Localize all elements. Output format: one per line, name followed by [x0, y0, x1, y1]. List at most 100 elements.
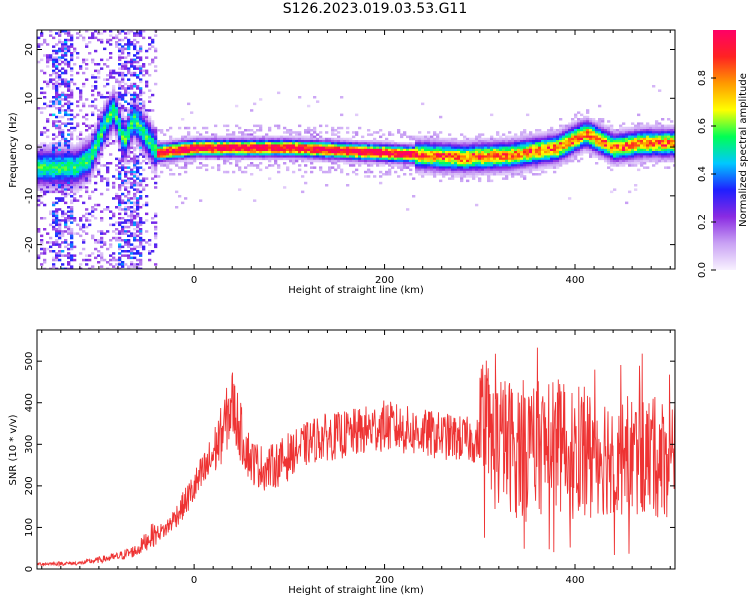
spectrogram-cell — [154, 214, 158, 218]
spectrogram-cell — [55, 43, 59, 46]
spectrogram-cell — [127, 102, 131, 106]
spectrogram-cell — [115, 236, 119, 240]
spectrogram-cell — [43, 144, 47, 147]
spectrogram-cell — [601, 118, 605, 121]
spectrogram-cell — [100, 236, 104, 240]
spectrogram-cell — [547, 146, 551, 150]
spectrogram-cell — [46, 120, 50, 123]
spectrogram-cell — [139, 148, 143, 152]
spectrogram-cell — [265, 135, 269, 139]
spectrogram-cell — [67, 256, 71, 260]
spectrogram-cell — [103, 109, 107, 112]
spectrogram-cell — [538, 168, 542, 172]
spectrogram-cell — [106, 247, 110, 251]
spectrogram-cell — [109, 239, 113, 242]
spectrogram-cell — [631, 151, 635, 154]
spectrogram-cell — [304, 129, 308, 132]
spectrogram-cell — [445, 137, 449, 141]
spectrogram-cell — [664, 148, 668, 152]
spectrogram-cell — [130, 43, 134, 46]
spectrogram-cell — [499, 135, 503, 139]
spectrogram-cell — [598, 126, 602, 130]
spectrogram-cell — [493, 144, 497, 147]
spectrogram-cell — [523, 133, 527, 136]
spectrogram-cell — [439, 164, 443, 167]
spectrogram-cell — [580, 113, 584, 117]
spectrogram-cell — [349, 153, 353, 156]
spectrogram-cell — [139, 140, 143, 143]
spectrogram-cell — [379, 170, 383, 174]
spectrogram-cell — [127, 250, 131, 253]
spectrogram-cell — [118, 58, 122, 62]
spectrogram-cell — [346, 155, 350, 158]
spectrogram-cell — [469, 166, 473, 169]
spectrogram-cell — [541, 148, 545, 152]
spectrogram-cell — [70, 184, 74, 187]
spectrogram-cell — [61, 162, 65, 165]
spectrogram-cell — [517, 173, 521, 176]
spectrogram-cell — [514, 148, 518, 152]
spectrogram-cell — [586, 144, 590, 147]
spectrogram-cell — [109, 129, 113, 132]
spectrogram-cell — [598, 151, 602, 154]
spectrogram-cell — [37, 184, 41, 187]
spectrogram-cell — [535, 133, 539, 136]
spectrogram-cell — [154, 164, 158, 167]
spectrogram-cell — [334, 159, 338, 163]
spectrogram-cell — [532, 159, 536, 163]
spectrogram-cell — [52, 137, 56, 141]
spectrogram-cell — [55, 52, 59, 55]
spectrogram-cell — [328, 151, 332, 154]
spectrogram-cell — [49, 74, 53, 77]
spectrogram-cell — [202, 144, 206, 147]
spectrogram-cell — [142, 65, 146, 68]
spectrogram-cell — [559, 142, 563, 145]
spectrogram-cell — [496, 173, 500, 176]
spectrogram-cell — [133, 100, 137, 103]
spectrogram-cell — [175, 151, 179, 154]
spectrogram-cell — [367, 151, 371, 154]
spectrogram-cell — [457, 173, 461, 176]
spectrogram-cell — [391, 153, 395, 156]
spectrogram-cell — [136, 131, 140, 134]
spectrogram-cell — [601, 153, 605, 156]
spectrogram-cell — [100, 239, 104, 242]
spectrogram-cell — [640, 146, 644, 150]
spectrogram-cell — [523, 148, 527, 152]
spectrogram-cell — [544, 155, 548, 158]
spectrogram-cell — [517, 170, 521, 174]
spectrogram-cell — [289, 159, 293, 163]
spectrogram-cell — [265, 142, 269, 145]
spectrogram-cell — [40, 188, 44, 191]
spectrogram-cell — [145, 162, 149, 165]
spectrogram-cell — [439, 142, 443, 145]
spectrogram-cell — [157, 155, 161, 158]
spectrogram-cell — [565, 140, 569, 143]
spectrogram-cell — [277, 151, 281, 154]
spectrogram-cell — [382, 173, 386, 176]
spectrogram-cell — [478, 155, 482, 158]
spectrogram-cell — [562, 155, 566, 158]
spectrogram-cell — [307, 140, 311, 143]
spectrogram-cell — [97, 261, 101, 264]
spectrogram-cell — [100, 135, 104, 139]
spectrogram-cell — [316, 157, 320, 161]
spectrogram-cell — [49, 80, 53, 84]
spectrogram-cell — [154, 148, 158, 152]
spectrogram-cell — [406, 159, 410, 163]
spectrogram-cell — [475, 144, 479, 147]
spectrogram-cell — [115, 104, 119, 108]
spectrogram-cell — [37, 60, 41, 64]
spectrogram-cell — [160, 164, 164, 167]
spectrogram-cell — [622, 146, 626, 150]
spectrogram-cell — [133, 137, 137, 141]
spectrogram-cell — [106, 74, 110, 77]
spectrogram-cell — [151, 177, 155, 180]
spectrogram-cell — [235, 146, 239, 150]
spectrogram-cell — [109, 111, 113, 114]
spectrogram-cell — [100, 254, 104, 257]
spectrogram-cell — [226, 151, 230, 154]
spectrogram-cell — [661, 131, 665, 134]
spectrogram-cell — [478, 137, 482, 141]
spectrogram-cell — [184, 153, 188, 156]
